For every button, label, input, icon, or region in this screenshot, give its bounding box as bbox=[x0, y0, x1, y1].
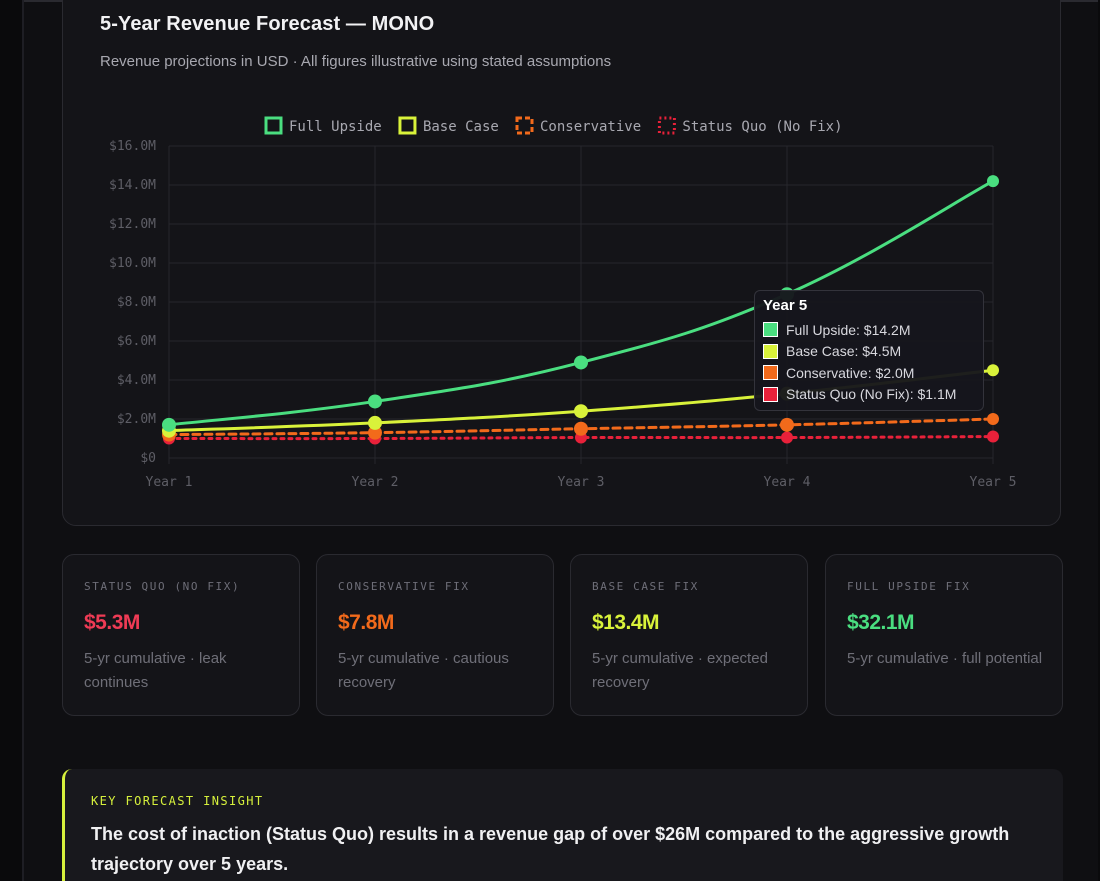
data-point-conservative[interactable] bbox=[574, 421, 588, 436]
legend-label[interactable]: Status Quo (No Fix) bbox=[682, 119, 842, 135]
kpi-card-full-upside: FULL UPSIDE FIX $32.1M 5-yr cumulative ·… bbox=[825, 554, 1063, 716]
data-point-conservative[interactable] bbox=[987, 413, 999, 425]
x-tick-label: Year 5 bbox=[970, 475, 1017, 490]
y-tick-label: $12.0M bbox=[109, 217, 156, 232]
legend-label[interactable]: Full Upside bbox=[289, 119, 382, 135]
key-insight-card: KEY FORECAST INSIGHT The cost of inactio… bbox=[62, 769, 1063, 881]
legend-swatch-base-case bbox=[398, 116, 417, 135]
kpi-description: 5-yr cumulative · leak continues bbox=[84, 650, 227, 691]
y-axis-ticks: $0 $2.0M $4.0M $6.0M $8.0M $10.0M $12.0M $14.0M… bbox=[109, 139, 156, 466]
x-tick-label: Year 4 bbox=[764, 475, 811, 490]
tooltip-row-label: Conservative: $2.0M bbox=[786, 364, 915, 381]
chart-title: 5-Year Revenue Forecast — MONO bbox=[100, 13, 435, 35]
kpi-card-base-case: BASE CASE FIX $13.4M 5-yr cumulative · e… bbox=[570, 554, 808, 716]
x-axis-ticks: Year 1 Year 2 Year 3 Year 4 Year 5 bbox=[146, 475, 1017, 490]
tooltip-row-label: Full Upside: $14.2M bbox=[786, 321, 911, 338]
data-point-base-case[interactable] bbox=[368, 415, 382, 430]
kpi-label: STATUS QUO (NO FIX) bbox=[84, 580, 241, 593]
tooltip-row: Full Upside: $14.2M bbox=[763, 319, 975, 341]
legend-swatch-status-quo-no-fix bbox=[657, 116, 676, 135]
legend-swatch-conservative bbox=[515, 116, 534, 135]
y-tick-label: $4.0M bbox=[117, 373, 156, 388]
data-point-conservative[interactable] bbox=[368, 425, 382, 440]
tooltip-row: Base Case: $4.5M bbox=[763, 341, 975, 363]
tooltip-swatch bbox=[763, 343, 778, 359]
kpi-description: 5-yr cumulative · full potential bbox=[847, 650, 1043, 667]
kpi-value: $7.8M bbox=[338, 611, 394, 634]
chart-tooltip: Year 5 Full Upside: $14.2M Base Case: $4… bbox=[754, 290, 984, 411]
data-point-full-upside[interactable] bbox=[162, 417, 176, 432]
tooltip-title: Year 5 bbox=[763, 297, 808, 314]
kpi-label: CONSERVATIVE FIX bbox=[338, 580, 470, 593]
kpi-label: BASE CASE FIX bbox=[592, 580, 699, 593]
chart-legend: Full Upside Base Case Conservative Status Q… bbox=[264, 116, 843, 135]
tooltip-row: Conservative: $2.0M bbox=[763, 362, 975, 384]
kpi-card-conservative: CONSERVATIVE FIX $7.8M 5-yr cumulative ·… bbox=[316, 554, 554, 716]
y-tick-label: $2.0M bbox=[117, 412, 156, 427]
y-tick-label: $14.0M bbox=[109, 178, 156, 193]
y-tick-label: $0 bbox=[140, 451, 156, 466]
left-rail bbox=[0, 0, 22, 881]
insight-label: KEY FORECAST INSIGHT bbox=[91, 794, 264, 808]
legend-swatch-full-upside bbox=[264, 116, 283, 135]
kpi-value: $5.3M bbox=[84, 611, 140, 634]
tooltip-swatch bbox=[763, 386, 778, 402]
y-tick-label: $8.0M bbox=[117, 295, 156, 310]
y-tick-label: $10.0M bbox=[109, 256, 156, 271]
legend-label[interactable]: Conservative bbox=[540, 119, 641, 135]
y-tick-label: $16.0M bbox=[109, 139, 156, 154]
tooltip-row-label: Status Quo (No Fix): $1.1M bbox=[786, 386, 957, 403]
x-tick-label: Year 2 bbox=[352, 475, 399, 490]
kpi-description: 5-yr cumulative · cautious recovery bbox=[338, 650, 509, 691]
insight-text: The cost of inaction (Status Quo) result… bbox=[91, 824, 1010, 874]
kpi-description: 5-yr cumulative · expected recovery bbox=[592, 650, 768, 691]
tooltip-row: Status Quo (No Fix): $1.1M bbox=[763, 384, 975, 406]
data-point-status-quo-no-fix[interactable] bbox=[781, 431, 793, 444]
data-point-base-case[interactable] bbox=[987, 364, 999, 377]
tooltip-swatch bbox=[763, 365, 778, 381]
data-point-conservative[interactable] bbox=[780, 417, 794, 432]
x-tick-label: Year 1 bbox=[146, 475, 193, 490]
data-point-full-upside[interactable] bbox=[368, 394, 382, 409]
data-point-full-upside[interactable] bbox=[574, 355, 588, 370]
legend-label[interactable]: Base Case bbox=[423, 119, 499, 135]
kpi-card-status-quo: STATUS QUO (NO FIX) $5.3M 5-yr cumulativ… bbox=[62, 554, 300, 716]
tooltip-row-label: Base Case: $4.5M bbox=[786, 343, 902, 360]
x-tick-label: Year 3 bbox=[558, 475, 605, 490]
chart-subtitle: Revenue projections in USD · All figures… bbox=[100, 53, 612, 70]
kpi-value: $32.1M bbox=[847, 611, 915, 634]
data-point-full-upside[interactable] bbox=[987, 175, 999, 188]
right-scroll-edge bbox=[1098, 0, 1100, 881]
data-point-base-case[interactable] bbox=[574, 404, 588, 419]
tooltip-swatch bbox=[763, 322, 778, 338]
y-tick-label: $6.0M bbox=[117, 334, 156, 349]
left-rail-border bbox=[22, 0, 24, 881]
kpi-row: STATUS QUO (NO FIX) $5.3M 5-yr cumulativ… bbox=[62, 554, 1063, 716]
data-point-status-quo-no-fix[interactable] bbox=[987, 430, 999, 443]
kpi-value: $13.4M bbox=[592, 611, 660, 634]
kpi-label: FULL UPSIDE FIX bbox=[847, 580, 971, 593]
revenue-line-chart[interactable]: Full Upside Base Case Conservative Status Q… bbox=[0, 0, 1100, 520]
